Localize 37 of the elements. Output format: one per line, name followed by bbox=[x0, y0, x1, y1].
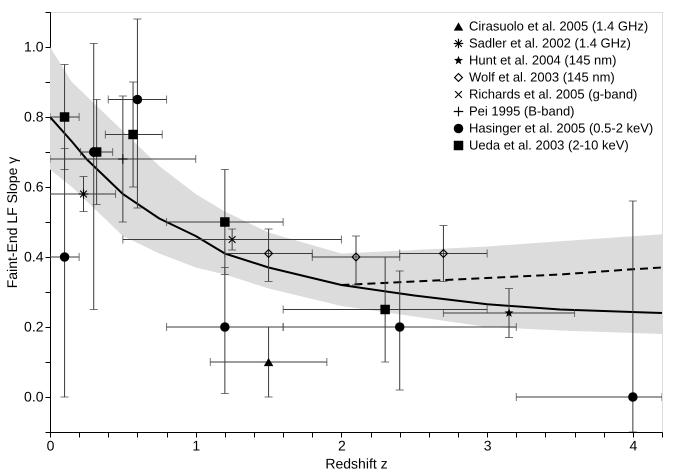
legend-label: Cirasuolo et al. 2005 (1.4 GHz) bbox=[469, 18, 648, 34]
legend-label: Hunt et al. 2004 (145 nm) bbox=[469, 52, 616, 68]
point bbox=[628, 392, 638, 402]
point bbox=[132, 94, 142, 104]
legend-label: Richards et al. 2005 (g-band) bbox=[469, 86, 638, 102]
point bbox=[351, 252, 361, 262]
x-tick-label: 1 bbox=[192, 438, 200, 454]
point bbox=[380, 304, 390, 314]
point bbox=[504, 308, 514, 317]
y-tick-label: 0.6 bbox=[24, 178, 44, 194]
legend-label: Pei 1995 (B-band) bbox=[469, 104, 575, 118]
point bbox=[228, 236, 236, 244]
x-tick-label: 3 bbox=[484, 438, 492, 454]
y-tick-label: 0.2 bbox=[24, 318, 44, 334]
point bbox=[220, 217, 230, 227]
point bbox=[128, 130, 138, 140]
point bbox=[438, 248, 448, 258]
y-tick-label: 0.4 bbox=[24, 248, 44, 264]
x-tick-label: 0 bbox=[46, 438, 55, 454]
point bbox=[220, 322, 230, 332]
legend-label: Wolf et al. 2003 (145 nm) bbox=[469, 70, 615, 84]
y-tick-label: 0.8 bbox=[24, 108, 44, 124]
x-tick-label: 4 bbox=[629, 438, 638, 454]
legend-label: Ueda et al. 2003 (2-10 keV) bbox=[469, 138, 629, 152]
x-tick-label: 2 bbox=[338, 438, 346, 454]
legend-label: Sadler et al. 2002 (1.4 GHz) bbox=[469, 36, 631, 50]
point bbox=[264, 248, 274, 258]
y-tick-label: 1.0 bbox=[24, 38, 44, 54]
y-axis-title: Faint-End LF Slope γ bbox=[4, 156, 20, 288]
point bbox=[264, 358, 274, 366]
legend-label: Hasinger et al. 2005 (0.5-2 keV) bbox=[469, 120, 654, 136]
point bbox=[60, 252, 70, 262]
x-axis-title: Redshift z bbox=[325, 456, 388, 472]
point bbox=[394, 322, 404, 332]
point bbox=[60, 112, 70, 122]
point bbox=[92, 147, 102, 157]
y-tick-label: 0.0 bbox=[24, 388, 44, 404]
